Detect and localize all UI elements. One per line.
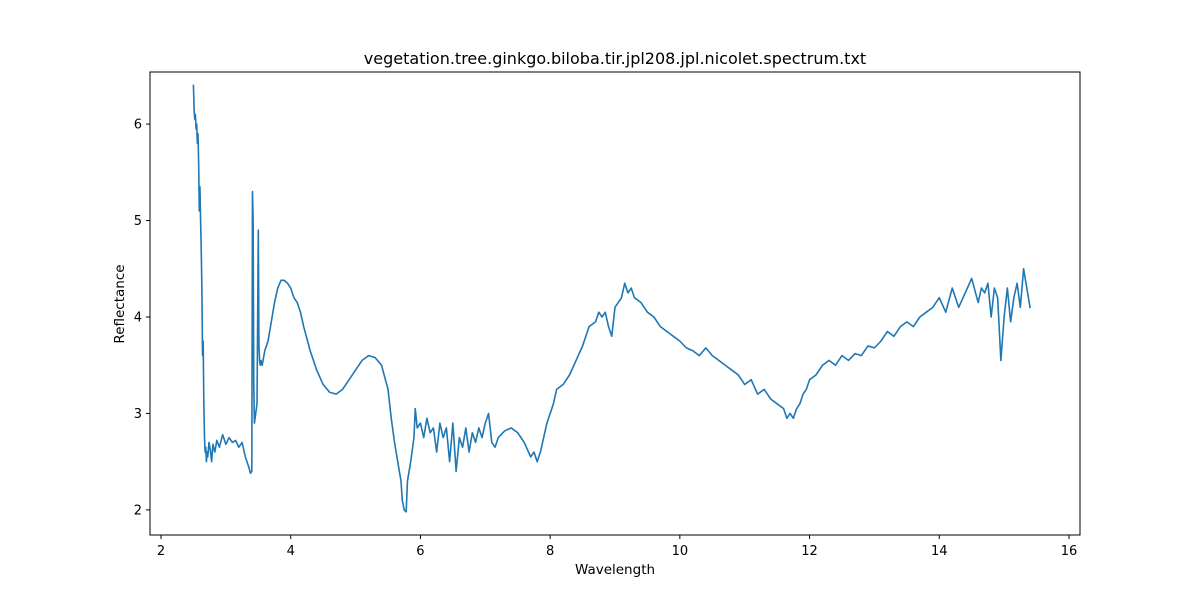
x-tick-label: 4: [287, 544, 295, 559]
x-tick-label: 14: [931, 544, 948, 559]
y-tick-label: 5: [134, 214, 142, 229]
x-axis-label: Wavelength: [575, 562, 655, 578]
x-tick-label: 16: [1061, 544, 1078, 559]
chart-title: vegetation.tree.ginkgo.biloba.tir.jpl208…: [364, 49, 866, 68]
series-line-0: [192, 84, 1031, 513]
x-tick-label: 6: [416, 544, 424, 559]
plot-area: 2 4 6 8 10 12 14 16 2 3 4 5 6: [134, 71, 1081, 559]
x-tick-label: 2: [157, 544, 165, 559]
y-tick-label: 2: [134, 503, 142, 518]
axes-frame: [149, 71, 1081, 536]
x-tick-label: 10: [672, 544, 689, 559]
y-axis-label: Reflectance: [112, 264, 128, 343]
y-tick-label: 6: [134, 118, 142, 133]
x-tick-label: 8: [546, 544, 554, 559]
y-tick-label: 3: [134, 407, 142, 422]
x-tick-label: 12: [801, 544, 818, 559]
y-tick-label: 4: [134, 311, 142, 326]
